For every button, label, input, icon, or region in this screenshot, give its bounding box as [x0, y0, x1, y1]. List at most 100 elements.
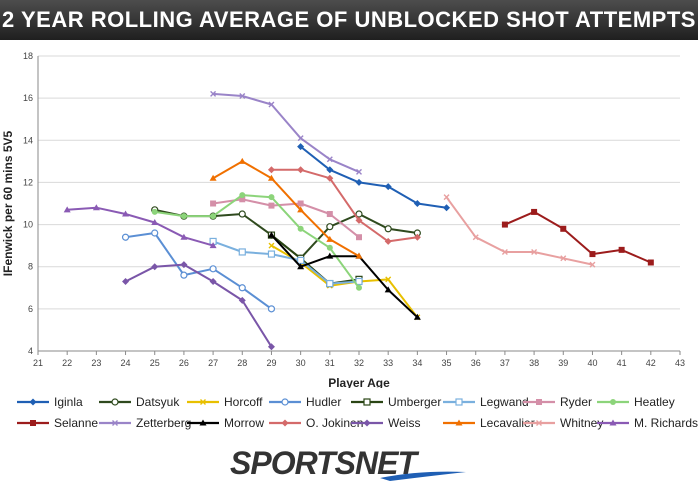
data-point: [297, 256, 305, 264]
data-point: [29, 398, 37, 406]
series-umberger: [267, 231, 363, 288]
data-point: [413, 313, 421, 320]
legend-label: Zetterberg: [136, 416, 192, 430]
x-tick-label: 39: [558, 358, 568, 368]
data-point: [589, 251, 596, 258]
legend-item: O. Jokinen: [268, 413, 363, 433]
legend-label: Umberger: [388, 395, 442, 409]
legend-swatch-icon: [597, 419, 629, 426]
legend-swatch-icon: [17, 398, 49, 406]
legend-label: M. Richards: [634, 416, 698, 430]
data-point: [210, 200, 217, 207]
y-tick-label: 8: [28, 262, 33, 272]
x-tick-label: 30: [296, 358, 306, 368]
data-point: [122, 210, 130, 217]
data-point: [267, 174, 275, 181]
data-point: [609, 419, 617, 426]
data-point: [267, 231, 275, 238]
x-tick-label: 29: [266, 358, 276, 368]
data-point: [560, 225, 567, 232]
data-point: [356, 168, 362, 175]
data-point: [151, 218, 159, 225]
chart-title: 2 YEAR ROLLING AVERAGE OF UNBLOCKED SHOT…: [0, 0, 698, 40]
series-legwand: [209, 237, 363, 288]
legend-swatch-icon: [351, 398, 383, 406]
legend-item: M. Richards: [596, 413, 698, 433]
series-lecavalier: [209, 157, 363, 259]
data-point: [209, 277, 217, 285]
legend-label: Hudler: [306, 395, 342, 409]
x-tick-label: 32: [354, 358, 364, 368]
series-heatley: [151, 192, 362, 291]
x-tick-label: 28: [237, 358, 247, 368]
data-point: [384, 183, 392, 191]
legend-swatch-icon: [351, 419, 383, 427]
data-point: [239, 93, 246, 100]
legend-label: O. Jokinen: [306, 416, 364, 430]
data-point: [297, 263, 305, 270]
data-point: [92, 204, 100, 211]
series-line: [212, 240, 360, 285]
data-point: [326, 166, 334, 174]
data-point: [239, 192, 246, 199]
legend-label: Morrow: [224, 416, 265, 430]
legend-swatch-icon: [523, 399, 555, 405]
series-whitney: [443, 194, 596, 268]
data-point: [610, 399, 616, 405]
data-point: [268, 202, 275, 209]
legend-item: Hudler: [268, 392, 341, 412]
data-point: [112, 420, 118, 426]
legend-swatch-icon: [523, 420, 555, 426]
legend-label: Iginla: [54, 395, 83, 409]
data-point: [455, 419, 463, 426]
x-axis-label: Player Age: [328, 376, 390, 388]
data-point: [151, 208, 158, 215]
y-axis-label: IFenwick per 60 mins 5V5: [1, 130, 15, 276]
legend-item: Lecavalier: [442, 413, 535, 433]
y-tick-label: 18: [23, 51, 33, 61]
legend-item: Morrow: [186, 413, 264, 433]
x-tick-label: 23: [91, 358, 101, 368]
data-point: [326, 279, 334, 288]
series-line: [445, 196, 593, 266]
legend-item: Selanne: [16, 413, 98, 433]
data-point: [30, 420, 36, 426]
data-point: [210, 90, 217, 97]
legend-label: Whitney: [560, 416, 604, 430]
data-point: [443, 194, 450, 201]
y-tick-label: 4: [28, 346, 33, 356]
data-point: [151, 263, 159, 271]
data-point: [501, 248, 508, 255]
x-tick-label: 40: [587, 358, 597, 368]
data-point: [647, 259, 654, 266]
axes: 4 6 8 10 12 14 16 18 21 22 23 24 25 26 27 28 29 30 31 32 33 3…: [23, 51, 685, 368]
data-point: [297, 143, 305, 151]
gridlines: [38, 55, 680, 310]
data-point: [356, 284, 362, 291]
data-point: [326, 223, 334, 231]
x-tick-label: 21: [33, 358, 43, 368]
y-tick-label: 14: [23, 135, 33, 145]
data-point: [281, 398, 289, 406]
data-point: [180, 271, 188, 279]
data-point: [326, 252, 334, 259]
x-tick-label: 22: [62, 358, 72, 368]
data-point: [180, 213, 187, 220]
data-point: [384, 225, 392, 233]
data-point: [326, 156, 333, 163]
data-point: [455, 398, 463, 406]
legend-item: Umberger: [350, 392, 441, 412]
data-point: [472, 234, 479, 241]
data-point: [111, 398, 119, 406]
legend-swatch-icon: [187, 419, 219, 426]
data-point: [618, 246, 625, 253]
legend-label: Weiss: [388, 416, 421, 430]
data-point: [536, 399, 542, 405]
data-point: [267, 343, 275, 351]
legend-label: Horcoff: [224, 395, 263, 409]
data-point: [326, 211, 333, 218]
x-tick-label: 35: [442, 358, 452, 368]
data-point: [209, 174, 217, 181]
data-point: [363, 419, 371, 427]
series-zetterberg: [210, 90, 362, 175]
